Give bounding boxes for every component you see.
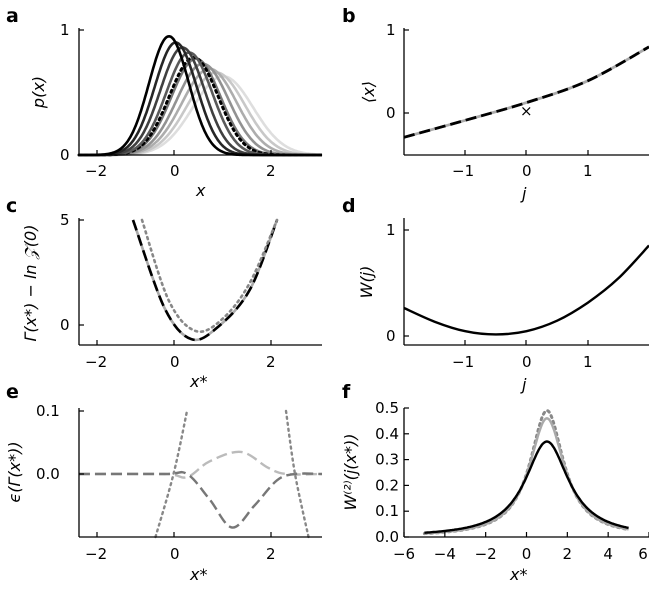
panel-f-ylabel: W⁽²⁾(j(x*)) (341, 434, 360, 511)
tick-label: 1 (583, 162, 593, 180)
tick-label: 0 (386, 327, 396, 345)
tick-label: 0 (60, 146, 70, 164)
panel-b-xlabel: j (520, 184, 527, 203)
tick-label: −6 (393, 545, 415, 563)
panel-f-curves (422, 409, 631, 536)
tick-label: 2 (266, 545, 276, 563)
series-line (154, 409, 189, 539)
panel-d-ylabel: W(j) (357, 266, 376, 299)
panel-b: × 1 0 −1 0 1 j ⟨x⟩ (359, 21, 649, 203)
series-line (403, 45, 649, 139)
tick-label: 0 (170, 162, 180, 180)
tick-label: 0.1 (36, 402, 60, 420)
panel-e-xlabel: x* (189, 565, 207, 584)
tick-label: 1 (583, 353, 593, 371)
panel-c-ylabel: Γ(x*) − ln 𝒵(0) (21, 225, 40, 342)
tick-label: −1 (452, 162, 474, 180)
series-line (424, 440, 629, 534)
panel-e-ylabel: ϵ(Γ(x*)) (5, 441, 24, 502)
panel-b-curves (403, 45, 649, 139)
panel-b-marker: × (520, 102, 533, 120)
tick-label: −4 (434, 545, 456, 563)
panel-label-d: d (342, 195, 356, 217)
density-curve (79, 75, 323, 157)
series-line (79, 470, 323, 529)
tick-label: 1 (60, 21, 70, 39)
tick-label: 2 (563, 545, 573, 563)
panel-label-a: a (6, 5, 19, 27)
tick-label: −2 (475, 545, 497, 563)
tick-label: 0.2 (375, 476, 399, 494)
series-line (403, 45, 649, 139)
tick-label: 0 (60, 316, 70, 334)
tick-label: 0.5 (375, 399, 399, 417)
panel-a: 0 1 −2 0 2 x p(x) (29, 21, 324, 200)
tick-label: 0 (170, 545, 180, 563)
tick-label: 0.0 (36, 465, 60, 483)
tick-label: −2 (85, 353, 107, 371)
tick-label: 0 (522, 162, 532, 180)
panel-e: 0.1 0.0 −2 0 2 x* ϵ(Γ(x*)) (5, 402, 323, 584)
tick-label: 0.4 (375, 425, 399, 443)
panel-f: −6 −4 −2 0 2 4 6 0.0 0.1 0.2 0.3 0.4 0.5 x* W⁽²⁾(j(x… (341, 399, 649, 584)
panel-a-curves (77, 34, 324, 157)
tick-label: 0 (386, 104, 396, 122)
density-curve (79, 51, 322, 157)
density-curve (79, 71, 322, 157)
panel-label-e: e (6, 381, 19, 403)
panel-c-curves (131, 218, 279, 342)
panel-label-f: f (342, 381, 351, 403)
tick-label: 1 (386, 221, 396, 239)
series-line (140, 218, 279, 334)
panel-f-xlabel: x* (509, 565, 527, 584)
series-line (403, 244, 649, 336)
panel-f-ticks: −6 −4 −2 0 2 4 6 0.0 0.1 0.2 0.3 0.4 0.5 (375, 399, 649, 563)
panel-a-xlabel: x (195, 181, 206, 200)
panel-label-c: c (6, 195, 17, 217)
tick-label: −2 (85, 162, 107, 180)
tick-label: 0 (522, 545, 532, 563)
tick-label: 0 (170, 353, 180, 371)
panel-a-ylabel: p(x) (29, 76, 48, 109)
tick-label: 2 (266, 353, 276, 371)
series-line (131, 219, 279, 342)
tick-label: 2 (266, 162, 276, 180)
tick-label: 1 (386, 21, 396, 39)
tick-label: 0.1 (375, 502, 399, 520)
panel-d-curves (403, 244, 649, 336)
tick-label: 0 (522, 353, 532, 371)
panel-d-xlabel: j (520, 375, 527, 394)
panel-b-ylabel: ⟨x⟩ (359, 81, 378, 103)
tick-label: 0.0 (375, 528, 399, 546)
panel-c-xlabel: x* (189, 372, 207, 391)
tick-label: 5 (60, 211, 70, 229)
series-line (284, 409, 310, 539)
tick-label: 4 (603, 545, 613, 563)
tick-label: 6 (638, 545, 648, 563)
panel-c: 5 0 −2 0 2 x* Γ(x*) − ln 𝒵(0) (21, 211, 322, 391)
panel-e-curves (78, 409, 323, 539)
panel-d: 1 0 −1 0 1 j W(j) (357, 218, 649, 394)
tick-label: 0.3 (375, 451, 399, 469)
tick-label: −1 (452, 353, 474, 371)
tick-label: −2 (85, 545, 107, 563)
panel-label-b: b (342, 5, 356, 27)
